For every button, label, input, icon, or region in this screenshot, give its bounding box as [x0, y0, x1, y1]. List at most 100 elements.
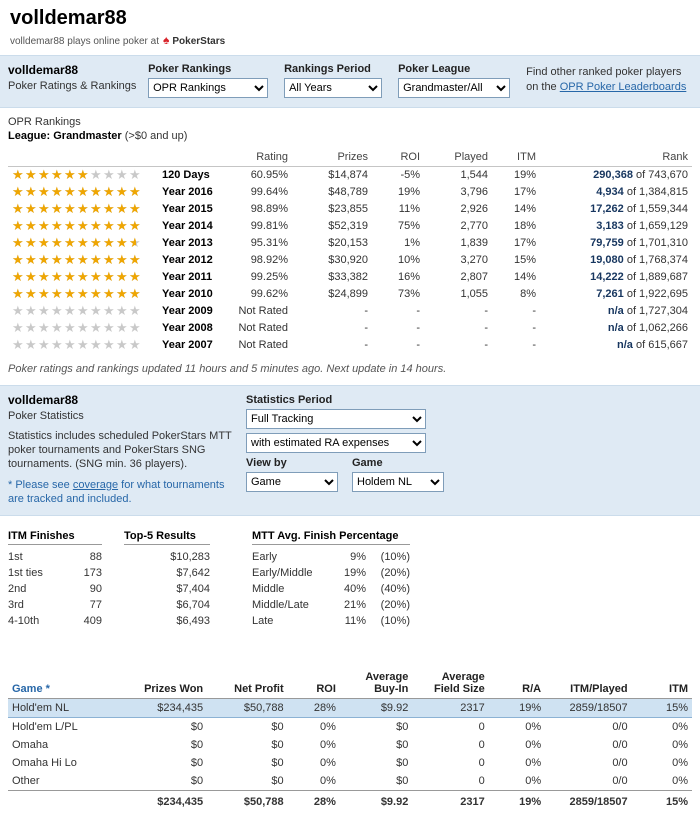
stage-overall-pct: (10%)	[366, 549, 410, 565]
games-column-header-game[interactable]: Game *	[8, 669, 121, 699]
rating-value: 95.31%	[222, 235, 292, 252]
ra-cell: 0%	[489, 717, 545, 736]
totals-empty-cell	[8, 790, 121, 811]
total-avg_field: 2317	[412, 790, 488, 811]
stats-section-label: Poker Statistics	[8, 410, 236, 422]
poker-league-select[interactable]: Grandmaster/All	[398, 78, 510, 98]
star-empty: ★	[129, 320, 141, 335]
rank-total: of 1,062,266	[627, 322, 688, 334]
itm-value: 17%	[492, 235, 540, 252]
rating-value: 98.92%	[222, 252, 292, 269]
ranking-row: ★★★★★★★★★★★★★★★★★★★★Year 201298.92%$30,9…	[8, 252, 692, 269]
roi-value: -	[372, 303, 424, 320]
ra-cell: 0%	[489, 772, 545, 791]
star-icon: ★★	[38, 185, 51, 198]
star-icon: ★★	[77, 168, 90, 181]
star-icon: ★★	[103, 321, 116, 334]
star-icon: ★★	[129, 185, 142, 198]
star-fill: ★	[103, 270, 116, 283]
star-icon: ★★	[103, 202, 116, 215]
star-rating: ★★★★★★★★★★★★★★★★★★★★	[8, 184, 158, 201]
star-icon: ★★	[51, 321, 64, 334]
star-fill: ★	[103, 202, 116, 215]
star-fill: ★	[64, 287, 77, 300]
game-select[interactable]: Holdem NL	[352, 472, 444, 492]
rank-number: 4,934	[596, 186, 624, 198]
games-column-header: R/A	[489, 669, 545, 699]
opr-leaderboards-link[interactable]: OPR Poker Leaderboards	[560, 81, 687, 93]
star-fill: ★	[129, 236, 136, 249]
ranking-row: ★★★★★★★★★★★★★★★★★★★★Year 201099.62%$24,8…	[8, 286, 692, 303]
game-name: Other	[8, 772, 121, 791]
statistics-period-label: Statistics Period	[246, 394, 444, 406]
itm_played-cell: 0/0	[545, 736, 632, 754]
poker-rankings-select[interactable]: OPR Rankings	[148, 78, 268, 98]
finish-count: 77	[68, 597, 102, 613]
star-fill: ★	[129, 253, 142, 266]
star-icon: ★★	[116, 185, 129, 198]
star-fill: ★	[90, 202, 103, 215]
star-icon: ★★	[129, 236, 142, 249]
star-fill: ★	[51, 168, 64, 181]
net_profit-cell: $0	[207, 717, 287, 736]
star-rating: ★★★★★★★★★★★★★★★★★★★★	[8, 167, 158, 184]
star-icon: ★★	[90, 202, 103, 215]
finish-count: 173	[68, 565, 102, 581]
game-row: Omaha$0$00%$000%0/00%	[8, 736, 692, 754]
roi-value: 10%	[372, 252, 424, 269]
rank-total: of 1,701,310	[627, 237, 688, 249]
star-fill: ★	[116, 253, 129, 266]
star-icon: ★★	[103, 168, 116, 181]
rank-total: of 743,670	[636, 169, 688, 181]
star-fill: ★	[90, 219, 103, 232]
expenses-select[interactable]: with estimated RA expenses	[246, 433, 426, 453]
star-icon: ★★	[12, 236, 25, 249]
star-empty: ★	[103, 337, 115, 352]
star-icon: ★★	[12, 219, 25, 232]
rank-total: of 1,889,687	[627, 271, 688, 283]
star-fill: ★	[77, 253, 90, 266]
star-fill: ★	[103, 219, 116, 232]
ra-cell: 19%	[489, 698, 545, 717]
star-empty: ★	[116, 337, 128, 352]
ranking-row: ★★★★★★★★★★★★★★★★★★★★Year 2007Not Rated--…	[8, 337, 692, 354]
coverage-link[interactable]: coverage	[73, 479, 118, 491]
net_profit-cell: $50,788	[207, 698, 287, 717]
column-header-stars	[8, 149, 158, 167]
stage-label: Middle	[252, 581, 332, 597]
rank-value: n/a of 615,667	[540, 337, 692, 354]
itm-value: 8%	[492, 286, 540, 303]
viewby-select[interactable]: Game	[246, 472, 338, 492]
rankings-period-select[interactable]: All Years	[284, 78, 382, 98]
star-icon: ★★	[51, 219, 64, 232]
star-icon: ★★	[116, 219, 129, 232]
itm-finish-row: 1st ties173	[8, 565, 102, 581]
rank-total: of 1,922,695	[627, 288, 688, 300]
prizes-value: $24,899	[292, 286, 372, 303]
star-icon: ★★	[38, 253, 51, 266]
rankings-table: RatingPrizesROIPlayedITMRank ★★★★★★★★★★★…	[8, 149, 692, 354]
star-fill: ★	[64, 202, 77, 215]
rating-value: Not Rated	[222, 337, 292, 354]
games-column-header: ROI	[288, 669, 340, 699]
star-fill: ★	[51, 202, 64, 215]
itm-value: 19%	[492, 167, 540, 184]
league-label: League: Grandmaster	[8, 130, 122, 142]
itm_played-cell: 2859/18507	[545, 698, 632, 717]
star-rating: ★★★★★★★★★★★★★★★★★★★★	[8, 320, 158, 337]
avg_buyin-cell: $0	[340, 754, 412, 772]
star-icon: ★★	[38, 219, 51, 232]
prizes-value: $23,855	[292, 201, 372, 218]
rank-total: of 1,384,815	[627, 186, 688, 198]
star-empty: ★	[90, 167, 102, 182]
update-status-text: Poker ratings and rankings updated 11 ho…	[8, 354, 692, 385]
itm-cell: 0%	[632, 736, 692, 754]
stage-pct: 19%	[332, 565, 366, 581]
star-icon: ★★	[129, 270, 142, 283]
star-icon: ★★	[90, 253, 103, 266]
star-empty: ★	[129, 167, 141, 182]
star-icon: ★★	[103, 185, 116, 198]
itm-cell: 15%	[632, 698, 692, 717]
statistics-period-select[interactable]: Full Tracking	[246, 409, 426, 429]
rating-value: 99.62%	[222, 286, 292, 303]
